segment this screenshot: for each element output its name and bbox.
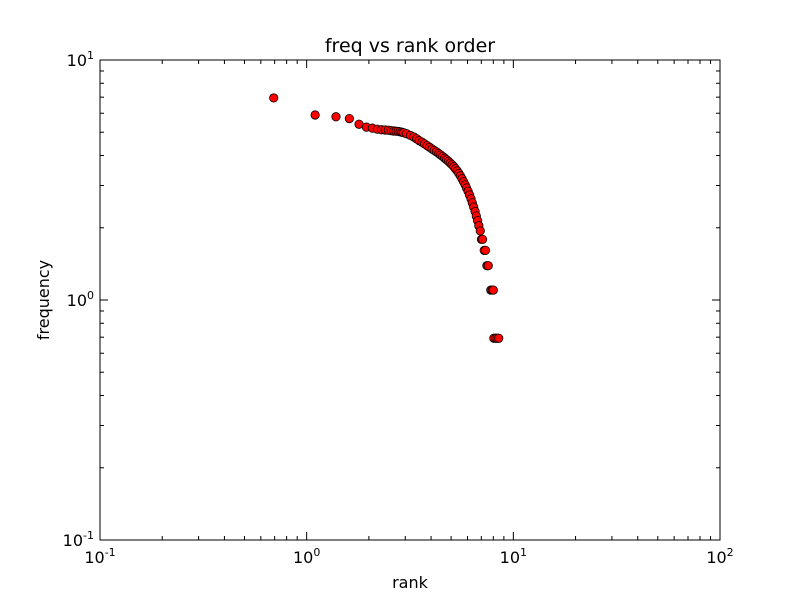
y-tick-label: 10-1	[63, 529, 94, 550]
data-point	[331, 112, 341, 122]
data-point	[475, 226, 485, 236]
x-tick-label: 100	[293, 546, 320, 567]
data-points	[269, 93, 504, 343]
x-axis-label: rank	[392, 573, 429, 592]
data-point	[344, 113, 354, 124]
axis-ticks	[99, 59, 721, 541]
chart-title: freq vs rank order	[325, 35, 495, 57]
data-point	[494, 333, 504, 343]
data-point	[477, 234, 488, 244]
data-point	[488, 285, 498, 295]
data-point	[483, 261, 493, 271]
data-point	[480, 245, 491, 255]
x-tick-label: 102	[706, 546, 733, 567]
y-tick-labels: 10-1 100 101	[63, 49, 94, 550]
x-tick-labels: 10-1 100 101 102	[84, 546, 733, 567]
y-tick-label: 101	[67, 49, 94, 70]
y-axis-label: frequency	[34, 260, 53, 340]
data-point	[269, 93, 279, 103]
x-tick-label: 10-1	[84, 546, 115, 567]
data-point	[310, 110, 320, 120]
x-tick-label: 101	[500, 546, 527, 567]
y-tick-label: 100	[67, 289, 94, 310]
plot-area	[99, 59, 721, 541]
